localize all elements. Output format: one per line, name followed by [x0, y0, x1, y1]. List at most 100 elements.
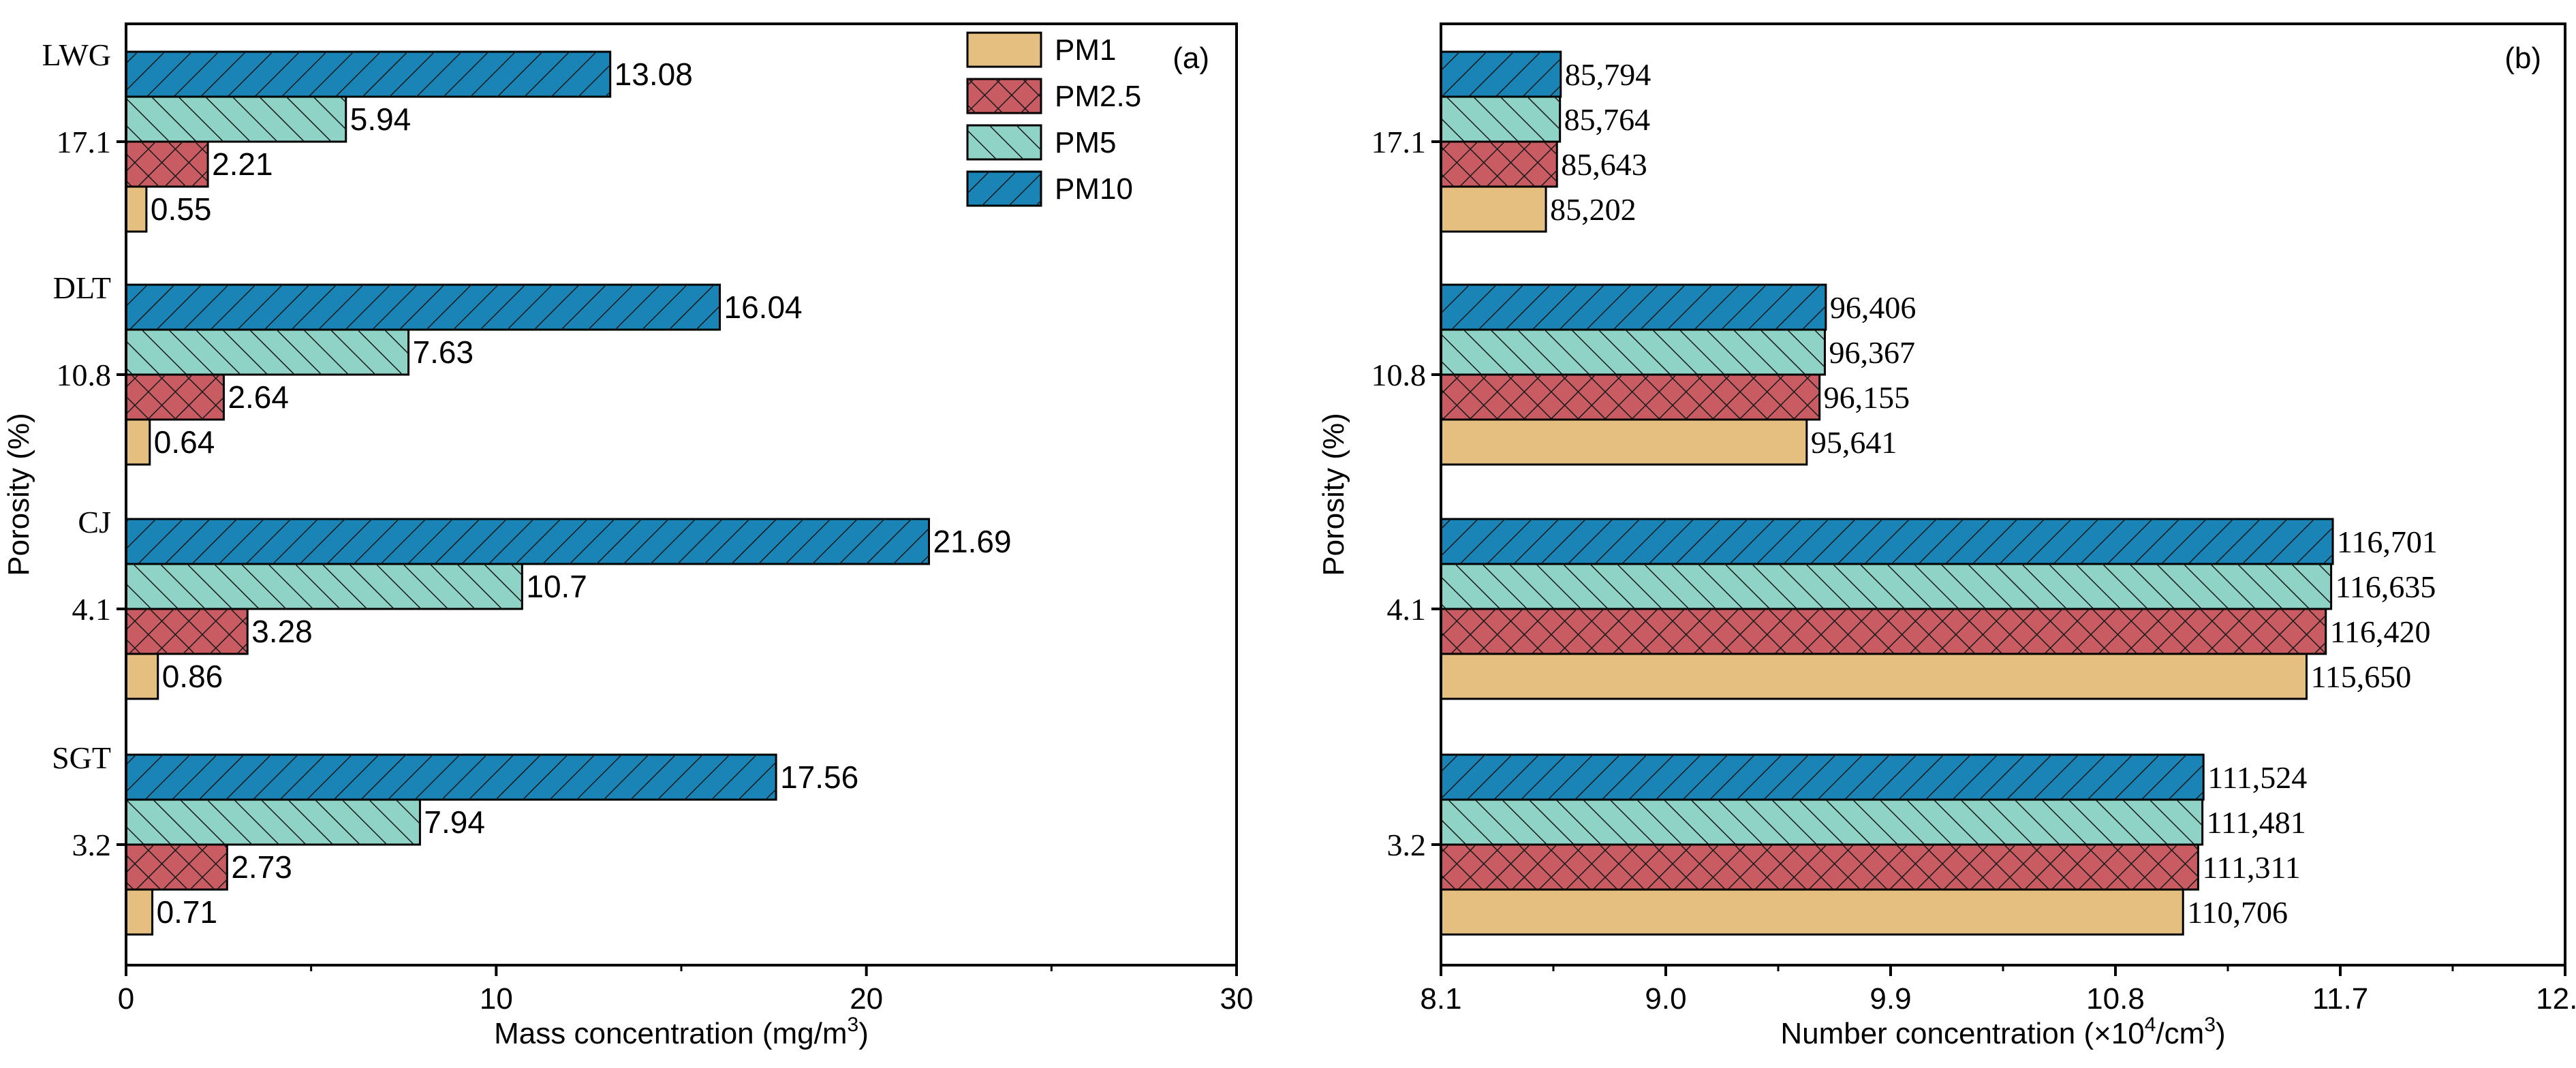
panel-a-label: (a): [1173, 42, 1209, 75]
bar-value-label: 16.04: [724, 289, 803, 325]
y-category-label: 3.2: [1387, 828, 1427, 862]
panel-b-frame: [1440, 22, 2566, 967]
x-tick-label: 0: [118, 982, 134, 1016]
panel-b-x-axis-title: Number concentration (×104/cm3): [1780, 1014, 2225, 1050]
bar-value-label: 116,635: [2336, 569, 2436, 604]
bar-pm1-4.1: [1440, 653, 2308, 700]
bar-hatch: [126, 375, 224, 420]
bar-hatch: [126, 609, 248, 654]
bar-value-label: 116,701: [2337, 524, 2438, 559]
bar-value-label: 5.94: [350, 101, 412, 137]
bar-hatch: [1441, 755, 2204, 800]
panel-b-number-concentration: 8.1 9.0 9.9 10.8 11.7 12.6 17.1 10.8 4.1 3.2 85,7…: [1317, 22, 2576, 1050]
x-tick-label: 8.1: [1420, 982, 1461, 1016]
legend-swatch-hatch: [967, 125, 1041, 159]
bar-hatch: [126, 755, 777, 800]
bar-value-label: 116,420: [2330, 614, 2431, 649]
bar-hatch: [126, 97, 346, 142]
bar-hatch: [126, 800, 420, 845]
legend-swatch-hatch: [967, 79, 1041, 113]
bar-value-label: 17.56: [780, 759, 858, 795]
bar-value-label: 85,202: [1550, 192, 1636, 227]
bar-pm1-3.2: [1440, 888, 2184, 936]
legend-swatch-pm1: [966, 31, 1042, 68]
panel-b-y-axis-title: Porosity (%): [1317, 413, 1350, 576]
legend: PM1 PM2.5 PM5 PM10: [966, 31, 1141, 207]
bar-value-label: 21.69: [933, 524, 1011, 559]
x-tick-label: 10: [480, 982, 513, 1016]
bar-hatch: [1441, 800, 2203, 845]
y-category-label: 3.2: [72, 828, 112, 862]
bar-value-label: 2.64: [228, 379, 289, 415]
bar-value-label: 110,706: [2187, 895, 2288, 930]
x-tick-label: 10.8: [2086, 982, 2145, 1016]
bar-value-label: 2.73: [231, 849, 292, 885]
bar-value-label: 0.64: [154, 424, 215, 460]
bar-hatch: [1441, 97, 1560, 142]
panel-b-x-ticks: 8.1 9.0 9.9 10.8 11.7 12.6 17.1 10.8 4.1 3.2: [1371, 125, 2576, 1016]
bar-hatch: [126, 285, 720, 330]
bar-hatch: [126, 330, 409, 375]
bar-hatch: [1441, 285, 1826, 330]
bar-pm1-10.8: [125, 418, 151, 466]
bar-value-label: 85,764: [1564, 102, 1651, 137]
y-category-label: 4.1: [1387, 592, 1427, 627]
bar-hatch: [126, 142, 208, 187]
x-tick-label: 12.6: [2536, 982, 2576, 1016]
bar-value-label: 13.08: [615, 57, 693, 92]
bar-value-label: 10.7: [526, 569, 587, 604]
bar-pm1-17.1: [125, 185, 148, 233]
bar-value-label: 95,641: [1811, 425, 1897, 460]
legend-label: PM10: [1055, 172, 1133, 206]
legend-label: PM1: [1055, 33, 1116, 67]
bar-hatch: [126, 845, 228, 890]
x-tick-label: 30: [1220, 982, 1254, 1016]
group-label: DLT: [53, 270, 111, 305]
y-category-label: 4.1: [72, 592, 112, 627]
x-tick-label: 9.9: [1869, 982, 1911, 1016]
legend-label: PM2.5: [1055, 80, 1141, 113]
legend-swatch-hatch: [967, 172, 1041, 206]
panel-a-y-axis-title: Porosity (%): [2, 413, 35, 576]
bar-hatch: [1441, 609, 2326, 654]
bar-value-label: 111,311: [2202, 850, 2300, 885]
bar-pm1-3.2: [125, 888, 154, 936]
bar-pm1-10.8: [1440, 418, 1808, 466]
bar-value-label: 85,794: [1565, 57, 1651, 92]
bar-value-label: 0.86: [162, 659, 223, 694]
group-label: SGT: [52, 740, 111, 775]
y-category-label: 17.1: [57, 125, 112, 159]
x-tick-label: 9.0: [1645, 982, 1686, 1016]
bar-value-label: 115,650: [2311, 659, 2412, 694]
bar-hatch: [1441, 845, 2199, 890]
bar-hatch: [1441, 375, 1820, 420]
bar-value-label: 2.21: [212, 146, 273, 182]
bar-value-label: 96,406: [1830, 290, 1917, 325]
panel-b-label: (b): [2504, 42, 2541, 75]
bar-hatch: [126, 52, 610, 97]
bar-hatch: [1441, 519, 2333, 564]
x-tick-label: 20: [850, 982, 883, 1016]
bar-value-label: 111,481: [2207, 805, 2306, 840]
bar-hatch: [126, 519, 929, 564]
bar-hatch: [1441, 564, 2331, 609]
y-category-label: 10.8: [1371, 358, 1427, 392]
bar-hatch: [1441, 330, 1825, 375]
bar-value-label: 7.63: [413, 334, 474, 370]
bar-value-label: 3.28: [251, 614, 313, 649]
bar-value-label: 111,524: [2207, 760, 2307, 795]
bar-pm1-17.1: [1440, 185, 1547, 233]
y-category-label: 17.1: [1371, 125, 1427, 159]
bar-value-label: 7.94: [424, 804, 485, 840]
panel-a-frame: [125, 22, 1238, 967]
group-label: CJ: [78, 505, 111, 539]
bar-hatch: [1441, 52, 1561, 97]
bar-hatch: [1441, 142, 1557, 187]
bar-pm1-4.1: [125, 653, 159, 700]
panel-a-x-ticks: 0 10 20 30 17.1 LWG 10.8 DLT 4.1 CJ 3.2 SGT: [42, 37, 1254, 1016]
panel-a-bars: 13.08 5.94 2.210.55 16.04 7.63 2.64 0.64 21.69 1…: [125, 50, 1012, 936]
x-tick-label: 11.7: [2312, 982, 2368, 1016]
bar-value-label: 0.55: [151, 191, 212, 227]
panel-a-mass-concentration: 0 10 20 30 17.1 LWG 10.8 DLT 4.1 CJ 3.2 SGT 13.08 5.…: [2, 22, 1254, 1050]
